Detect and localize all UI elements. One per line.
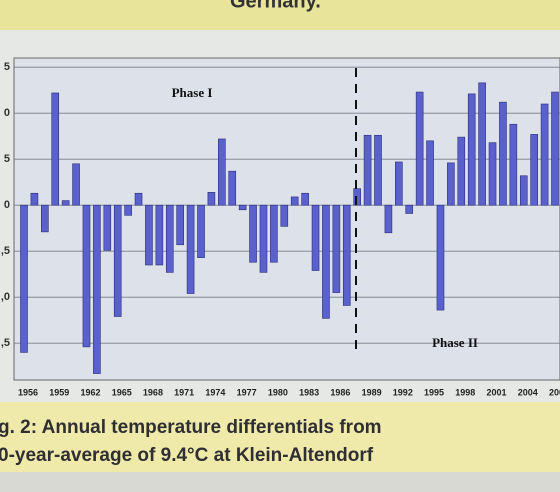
bar [82, 204, 91, 348]
bar [467, 93, 476, 206]
bar [457, 136, 466, 206]
bar [41, 204, 49, 233]
x-tick-label: 1965 [112, 387, 132, 397]
bar [436, 204, 445, 311]
x-tick-label: 1995 [424, 387, 444, 397]
bar [238, 204, 247, 211]
bar [197, 204, 205, 258]
caption-band [0, 402, 560, 472]
bar [415, 91, 424, 206]
x-tick-label: 1983 [299, 387, 319, 397]
bar [447, 162, 455, 206]
y-tick-label: ,5 [1, 245, 10, 257]
x-tick-label: 1989 [362, 387, 382, 397]
bar [280, 204, 289, 227]
bar [374, 134, 382, 206]
bar [478, 82, 486, 206]
bar [228, 170, 237, 206]
x-tick-label: 1971 [174, 387, 194, 397]
bar [499, 101, 507, 206]
bar-chart: 5 0 5 0 ,5 ,0 ,5 1956 1959 1962 1965 1968 1971 1974 19… [1, 61, 560, 397]
bar [218, 138, 226, 206]
header-text: Germany. [230, 0, 321, 12]
x-tick-label: 1962 [80, 387, 100, 397]
bar [145, 204, 153, 266]
bar [540, 103, 549, 206]
bar [93, 204, 101, 374]
bar [405, 204, 414, 214]
annotation: Phase I [172, 85, 213, 100]
bar [551, 91, 559, 206]
bar [519, 175, 528, 206]
y-tick-label: 0 [4, 199, 10, 211]
bar [353, 188, 361, 206]
bar [509, 123, 518, 206]
y-tick-label: ,0 [1, 291, 10, 303]
bar [270, 204, 278, 263]
bar [103, 204, 112, 251]
annotation: Phase II [432, 335, 478, 350]
bar [332, 204, 341, 293]
bar [311, 204, 320, 271]
x-tick-label: 1977 [237, 387, 257, 397]
y-tick-label: 0 [4, 107, 10, 119]
y-tick-label: 5 [4, 153, 10, 165]
bar [155, 204, 164, 266]
x-tick-label: 1998 [455, 387, 475, 397]
y-tick-label: ,5 [1, 337, 10, 349]
x-tick-label: 1974 [205, 387, 225, 397]
bar [384, 204, 393, 234]
x-tick-label: 1992 [393, 387, 413, 397]
bar [426, 140, 434, 206]
bar [186, 204, 195, 294]
bar [113, 204, 122, 317]
x-tick-label: 1968 [143, 387, 163, 397]
y-tick-label: 5 [4, 61, 10, 73]
caption-line: 0-year-average of 9.4°C at Klein-Altendo… [0, 445, 374, 466]
bar [363, 134, 372, 206]
x-tick-label: 1956 [18, 387, 38, 397]
x-tick-label: 2007 [549, 387, 560, 397]
bar [530, 134, 538, 206]
bar [124, 204, 132, 216]
bar [176, 204, 184, 246]
x-tick-label: 2004 [518, 387, 538, 397]
bar [301, 192, 309, 206]
footer-band [0, 472, 560, 492]
x-tick-label: 1986 [330, 387, 350, 397]
bar [51, 92, 60, 206]
x-tick-label: 1980 [268, 387, 288, 397]
bar [488, 142, 497, 206]
bar [165, 204, 174, 273]
bar [395, 161, 403, 206]
header-band [0, 0, 560, 30]
bar [207, 192, 216, 206]
bar [342, 204, 351, 306]
bar [72, 163, 80, 206]
bar [249, 204, 257, 263]
bar [259, 204, 268, 273]
x-tick-label: 2001 [487, 387, 507, 397]
bar [20, 204, 28, 353]
bar [322, 204, 330, 319]
bar [61, 200, 70, 206]
bar [134, 192, 143, 206]
bar [290, 196, 299, 206]
caption-line: g. 2: Annual temperature differentials f… [0, 417, 382, 438]
bar [30, 192, 39, 206]
x-tick-label: 1959 [49, 387, 69, 397]
